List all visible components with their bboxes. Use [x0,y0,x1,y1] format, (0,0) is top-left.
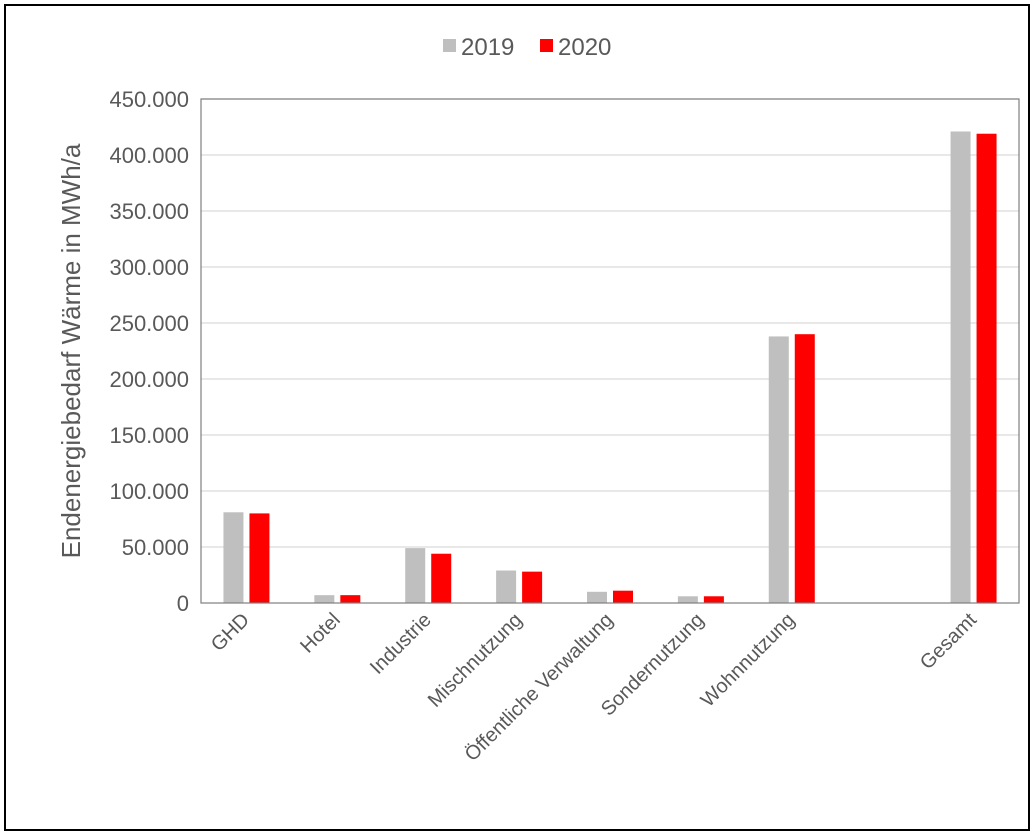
y-tick-label: 100.000 [109,479,189,504]
bar-2019-industrie [405,548,426,603]
bar-2019-mischnutzung [496,570,517,603]
y-tick-label: 150.000 [109,423,189,448]
y-tick-label: 400.000 [109,143,189,168]
y-tick-label: 200.000 [109,367,189,392]
x-category-label: Hotel [296,609,345,658]
bar-2020-mischnutzung [522,571,543,603]
legend-label-2019: 2019 [461,34,514,61]
x-category-labels: GHD Hotel IndustrieMischnutzungÖffentliche… [207,609,981,766]
gridlines [201,98,1019,548]
legend-swatch-2019 [443,39,456,52]
bar-2020-hotel [340,595,361,603]
x-category-label: Industrie [366,609,436,679]
bar-2019-wohnnutzung [768,336,789,603]
x-category-label: Öffentliche Verwaltung [461,609,618,766]
bar-2020-sondernutzung [703,596,724,603]
y-tick-label: 300.000 [109,255,189,280]
bar-2019-ghd [223,512,244,603]
x-category-label: Wohnnutzung [697,609,800,712]
bar-2020-gesamt [976,133,997,603]
bar-2019-sondernutzung [677,596,698,603]
bar-2020-öffentliche-verwaltung [613,590,633,603]
chart-frame [4,4,1030,831]
y-tick-label: 250.000 [109,311,189,336]
bar-2019-hotel [314,595,335,603]
bar-2020-ghd [249,513,270,603]
bar-2019-öffentliche-verwaltung [587,591,607,603]
y-tick-label: 50.000 [122,535,189,560]
bar-2020-wohnnutzung [794,334,815,603]
legend: 2019 2020 [443,34,611,61]
x-category-label: Mischnutzung [424,609,527,712]
legend-swatch-2020 [540,39,553,52]
y-tick-label: 0 [177,591,189,616]
y-tick-label: 350.000 [109,199,189,224]
x-category-label: GHD [207,609,254,656]
plot-area-border [200,98,1020,604]
legend-label-2020: 2020 [558,34,611,61]
bar-2020-industrie [431,553,452,603]
y-tick-label: 450.000 [109,87,189,112]
bar-2019-gesamt [950,131,971,604]
bars [223,131,997,604]
y-tick-labels: 0 50.000 100.000 150.000 200.000 250.000 300.0… [109,87,189,616]
x-category-label: Gesamt [916,609,981,674]
y-axis-title: Endenergiebedarf Wärme in MWh/a [56,143,86,558]
